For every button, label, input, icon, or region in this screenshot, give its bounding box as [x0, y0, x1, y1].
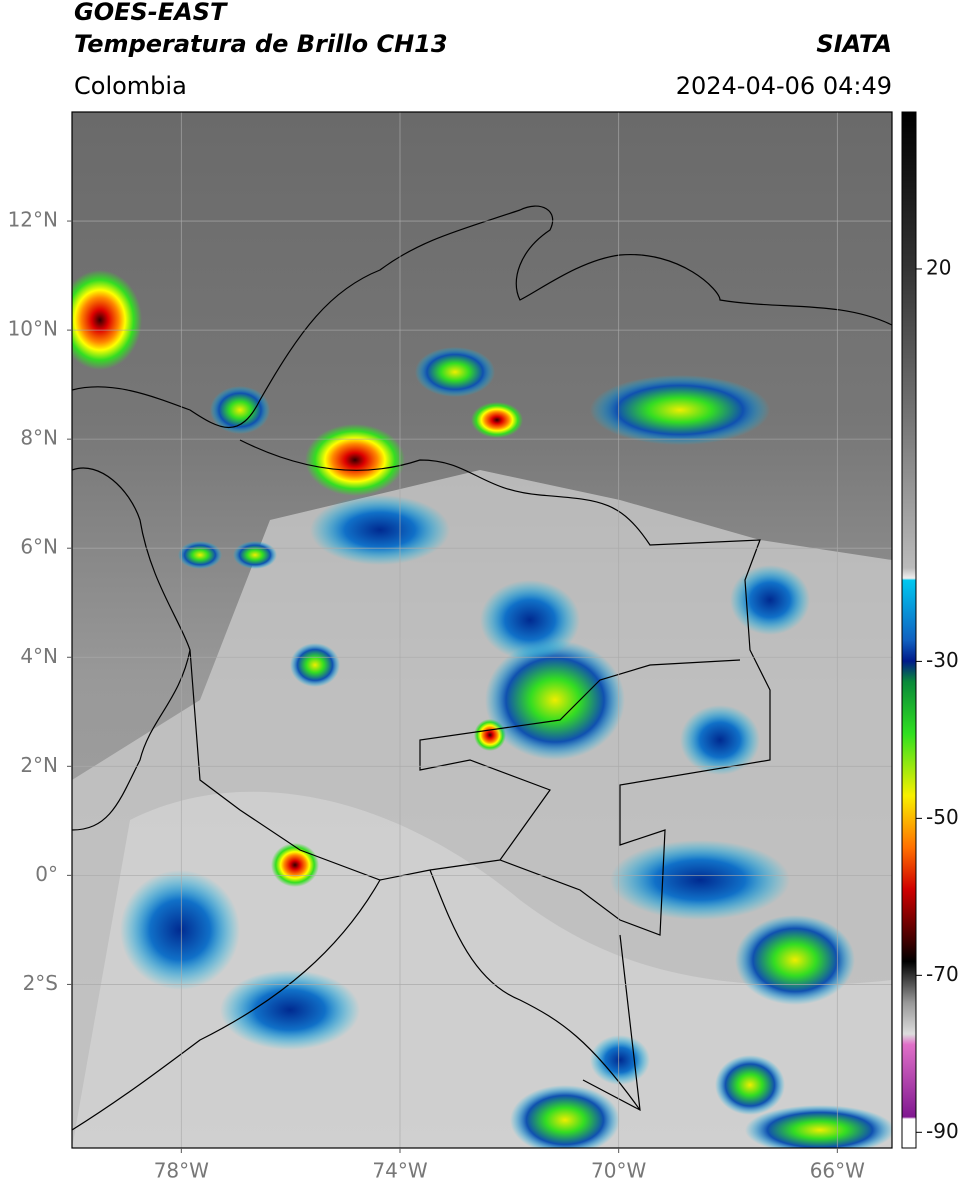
source: SIATA — [816, 30, 892, 58]
colorbar-tick-label: 20 — [926, 255, 951, 279]
title: GOES-EAST — [74, 0, 228, 26]
lat-tick-label: 8°N — [20, 426, 58, 450]
lat-tick-label: 2°S — [23, 971, 58, 995]
lat-tick-label: 12°N — [8, 208, 58, 232]
lat-tick-label: 4°N — [20, 644, 58, 668]
lat-tick-label: 0° — [35, 862, 58, 886]
colorbar — [901, 111, 917, 1149]
datetime: 2024-04-06 04:49 — [676, 72, 892, 100]
lat-tick-label: 10°N — [8, 317, 58, 341]
colorbar-tick-label: -50 — [926, 805, 959, 829]
colorbar-tick-label: -90 — [926, 1119, 959, 1143]
lat-tick-label: 2°N — [20, 753, 58, 777]
lon-tick-label: 78°W — [154, 1159, 209, 1183]
lon-tick-label: 66°W — [810, 1159, 865, 1183]
colorbar-tick-label: -70 — [926, 962, 959, 986]
lon-tick-label: 70°W — [591, 1159, 646, 1183]
subtitle: Temperatura de Brillo CH13 — [74, 30, 448, 58]
map-frame — [71, 111, 893, 1149]
satellite-image — [72, 112, 892, 1148]
region: Colombia — [74, 72, 187, 100]
colorbar-tick-label: -30 — [926, 648, 959, 672]
lon-tick-label: 74°W — [372, 1159, 427, 1183]
lat-tick-label: 6°N — [20, 535, 58, 559]
